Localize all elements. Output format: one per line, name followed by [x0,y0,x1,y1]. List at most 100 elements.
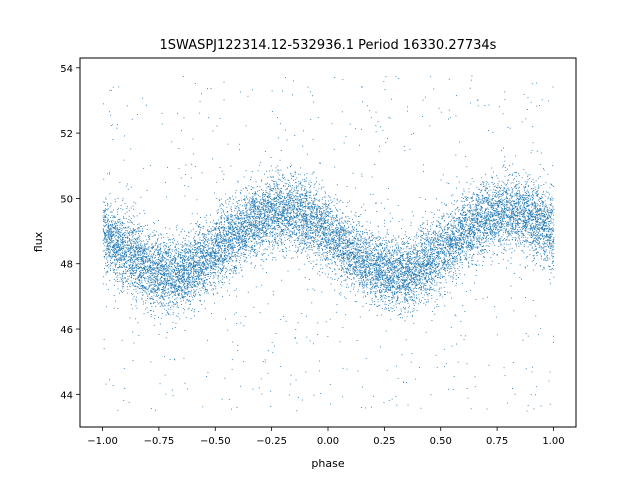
data-point [476,246,478,248]
data-point [383,265,385,267]
data-point [535,209,537,211]
data-point [136,237,138,239]
data-point [221,240,223,242]
data-point [535,241,537,242]
data-point [200,300,201,302]
data-point [388,188,389,189]
data-point [392,263,393,265]
data-point [292,245,293,246]
data-point [350,231,352,233]
data-point [495,215,497,216]
data-point [115,244,117,246]
data-point [300,209,302,211]
data-point [544,200,546,202]
data-point [206,262,208,264]
data-point [290,374,292,376]
data-point [421,267,422,269]
data-point [535,215,537,216]
data-point [136,240,138,242]
data-point [349,200,351,202]
data-point [183,237,184,239]
data-point [213,244,215,246]
data-point [209,276,211,277]
data-point [329,227,330,229]
data-point [214,240,216,242]
data-point [405,286,407,287]
data-point [124,244,126,246]
data-point [272,214,274,215]
data-point [464,259,466,260]
data-point [475,197,477,199]
data-point [379,261,381,263]
data-point [530,232,532,234]
data-point [340,225,341,227]
data-point [363,263,365,264]
data-point [409,260,411,262]
data-point [334,261,336,262]
data-point [464,256,466,258]
data-point [347,261,349,263]
data-point [300,181,302,183]
data-point [296,410,298,412]
data-point [249,209,251,211]
data-point [429,258,431,260]
data-point [400,249,402,251]
data-point [512,190,514,192]
data-point [312,228,314,230]
data-point [188,269,190,271]
data-point [389,310,390,312]
data-point [302,229,303,231]
data-point [488,238,489,240]
data-point [177,291,179,293]
data-point [244,239,246,241]
data-point [322,240,324,242]
data-point [322,230,324,232]
data-point [404,292,406,293]
data-point [337,235,339,236]
data-point [318,212,320,213]
data-point [135,278,136,280]
data-point [255,181,257,183]
data-point [311,200,313,201]
data-point [406,236,408,237]
data-point [411,264,412,265]
data-point [326,238,328,240]
data-point [245,222,247,224]
data-point [231,210,233,212]
data-point [306,191,308,193]
data-point [520,220,522,222]
data-point [350,256,352,258]
data-point [296,252,298,253]
data-point [149,238,150,240]
data-point [297,193,299,194]
data-point [376,269,378,271]
data-point [150,271,151,272]
data-point [230,221,232,223]
data-point [121,277,123,279]
data-point [536,212,538,214]
data-point [358,270,360,272]
data-point [540,213,542,215]
data-point [398,221,400,222]
data-point [186,272,188,274]
data-point [153,235,155,237]
data-point [135,259,137,261]
data-point [432,278,434,280]
data-point [120,232,122,234]
data-point [134,318,136,320]
data-point [527,200,529,201]
data-point [182,76,184,77]
data-point [502,214,504,216]
data-point [220,255,222,257]
data-point [182,257,184,259]
data-point [271,240,273,242]
data-point [388,240,389,242]
data-point [483,222,484,224]
data-point [146,229,148,230]
data-point [163,237,165,238]
data-point [502,234,504,236]
data-point [311,173,313,175]
data-point [464,217,465,219]
data-point [525,236,527,238]
data-point [523,199,524,201]
